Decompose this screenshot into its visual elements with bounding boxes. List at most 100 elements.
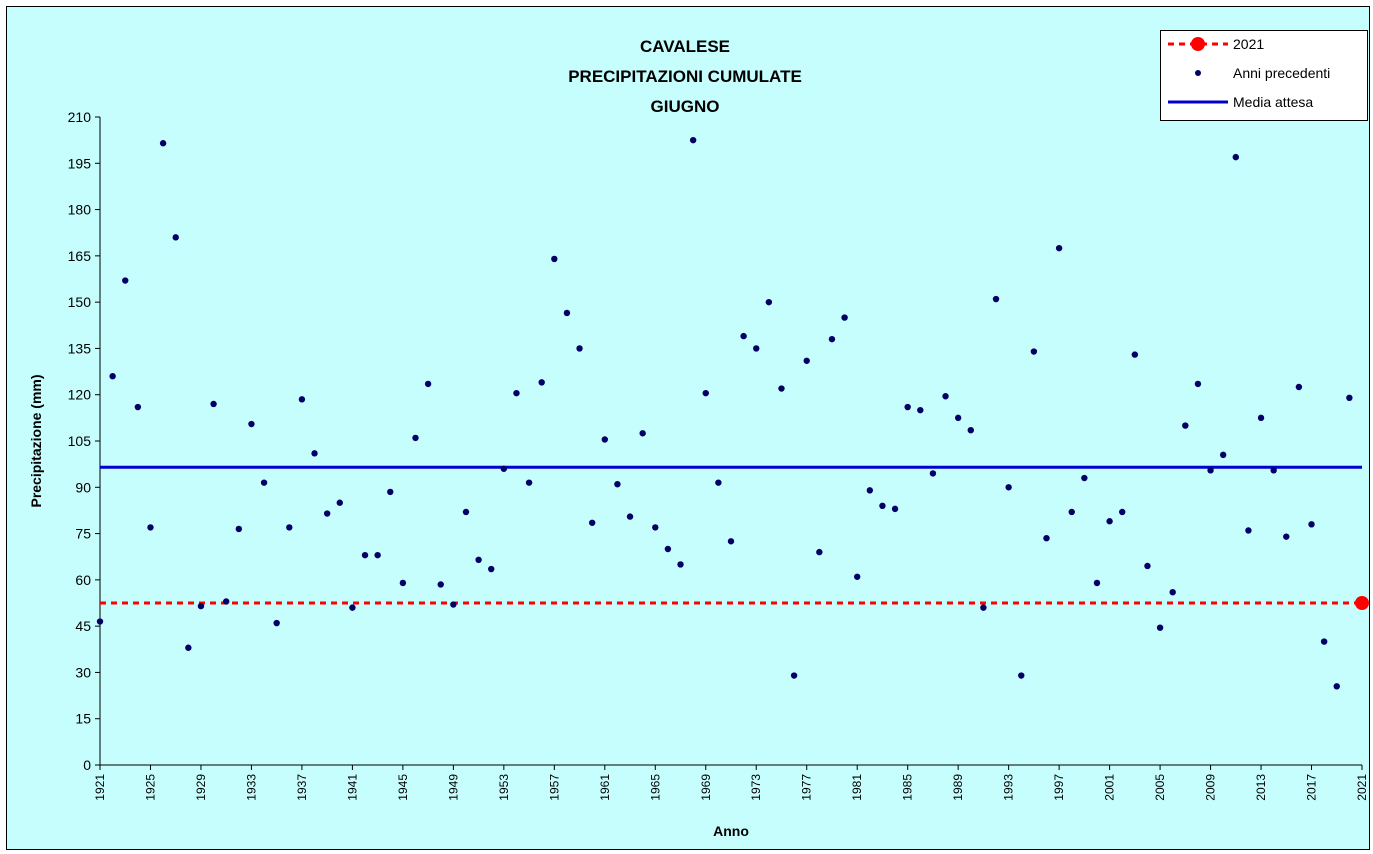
data-point <box>1333 683 1340 690</box>
highlight-2021 <box>1355 596 1369 610</box>
data-point <box>614 481 621 488</box>
data-point <box>399 579 407 587</box>
data-point <box>1005 484 1012 491</box>
data-point <box>967 427 974 434</box>
data-point <box>311 450 318 457</box>
data-point <box>942 393 949 400</box>
data-point <box>122 277 129 284</box>
x-tick-label: 1997 <box>1052 774 1066 801</box>
data-point <box>248 420 255 428</box>
data-point <box>753 345 760 352</box>
data-point <box>816 548 823 556</box>
data-point <box>1018 672 1025 679</box>
x-tick-label: 1925 <box>143 774 157 801</box>
data-point <box>551 255 558 263</box>
plot-area <box>100 117 1362 765</box>
data-point <box>273 619 280 627</box>
x-tick-label: 2009 <box>1204 774 1218 801</box>
data-point <box>374 551 381 559</box>
data-point <box>513 389 520 397</box>
data-point <box>626 513 634 520</box>
data-point <box>1119 508 1126 516</box>
data-point <box>1295 383 1303 391</box>
data-point <box>361 551 369 559</box>
x-tick-label: 1965 <box>648 774 662 801</box>
data-point <box>134 403 142 411</box>
data-point <box>525 479 533 486</box>
data-points <box>96 136 1353 690</box>
data-point <box>1245 527 1252 534</box>
title-line-3: GIUGNO <box>651 97 720 116</box>
data-point <box>854 573 861 580</box>
y-tick-label: 105 <box>68 433 92 449</box>
data-point <box>980 604 987 611</box>
data-point <box>1194 380 1202 388</box>
data-point <box>954 414 962 422</box>
title-line-1: CAVALESE <box>640 37 730 56</box>
data-point <box>462 508 470 516</box>
x-tick-label: 1929 <box>194 774 208 801</box>
data-point <box>488 565 495 573</box>
data-point <box>235 525 243 533</box>
x-tick-label: 1981 <box>850 774 864 801</box>
data-point <box>778 385 785 392</box>
data-point <box>917 406 924 414</box>
data-point <box>210 400 217 408</box>
data-point <box>223 598 230 605</box>
data-point <box>702 389 709 397</box>
data-point <box>715 479 722 486</box>
data-point <box>576 345 583 352</box>
data-point <box>929 470 937 477</box>
data-point <box>841 314 848 321</box>
data-point <box>1144 562 1151 570</box>
data-point <box>1232 153 1240 161</box>
data-point <box>677 561 684 568</box>
legend-mean-label: Media attesa <box>1233 94 1313 110</box>
data-point <box>185 644 192 651</box>
data-point <box>904 403 911 411</box>
x-tick-label: 1993 <box>1002 774 1016 801</box>
data-point <box>147 524 154 531</box>
data-point <box>1219 451 1227 459</box>
x-axis-label: Anno <box>713 823 749 839</box>
y-axis-ticks: 0 15 30 45 60 75 90 105 120 135 150 165 180 195 210 <box>68 109 100 773</box>
data-point <box>1308 521 1315 528</box>
y-tick-label: 15 <box>75 711 91 727</box>
data-point <box>664 545 672 553</box>
data-point <box>588 519 596 526</box>
x-tick-label: 2005 <box>1153 774 1167 801</box>
data-point <box>765 298 773 306</box>
x-tick-label: 1989 <box>951 774 965 801</box>
x-tick-label: 1945 <box>396 774 410 801</box>
x-tick-label: 1973 <box>749 774 763 801</box>
y-tick-label: 75 <box>75 526 91 542</box>
data-point <box>1131 351 1139 358</box>
data-point <box>1068 508 1075 516</box>
data-point <box>159 140 167 147</box>
legend-previous-marker <box>1195 70 1201 76</box>
data-point <box>538 379 545 386</box>
data-point <box>1081 474 1088 482</box>
y-tick-label: 45 <box>75 618 91 634</box>
data-point <box>727 538 735 545</box>
legend: 2021 Anni precedenti Media attesa <box>1160 30 1368 121</box>
data-point <box>109 373 116 380</box>
data-point <box>336 499 343 506</box>
data-point <box>437 581 444 588</box>
x-tick-label: 1953 <box>497 774 511 801</box>
data-point <box>828 335 836 343</box>
data-point <box>1320 638 1328 645</box>
data-point <box>992 295 1000 303</box>
x-tick-label: 1941 <box>345 774 359 801</box>
data-point <box>891 505 899 513</box>
x-tick-label: 1977 <box>800 774 814 801</box>
x-tick-label: 2013 <box>1254 774 1268 801</box>
x-tick-label: 2021 <box>1355 774 1369 801</box>
y-tick-label: 0 <box>83 757 91 773</box>
y-tick-label: 150 <box>68 294 92 310</box>
highlight-point-2021 <box>1355 596 1369 610</box>
data-point <box>639 430 646 437</box>
data-point <box>601 436 608 443</box>
data-point <box>450 601 457 608</box>
data-point <box>1257 414 1265 422</box>
